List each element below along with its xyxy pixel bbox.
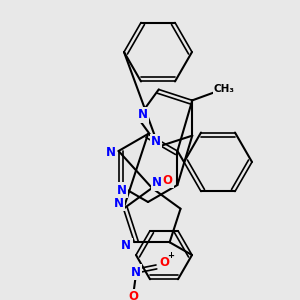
Text: N: N — [122, 239, 131, 252]
Text: N: N — [138, 109, 148, 122]
Text: N: N — [113, 197, 124, 210]
Text: O: O — [159, 256, 169, 269]
Text: CH₃: CH₃ — [214, 84, 235, 94]
Text: N: N — [131, 266, 141, 278]
Text: O: O — [162, 173, 172, 187]
Text: N: N — [117, 184, 127, 196]
Text: N: N — [152, 176, 162, 190]
Text: N: N — [151, 135, 161, 148]
Text: N: N — [106, 146, 116, 160]
Text: +: + — [167, 250, 175, 260]
Text: O: O — [128, 290, 138, 300]
